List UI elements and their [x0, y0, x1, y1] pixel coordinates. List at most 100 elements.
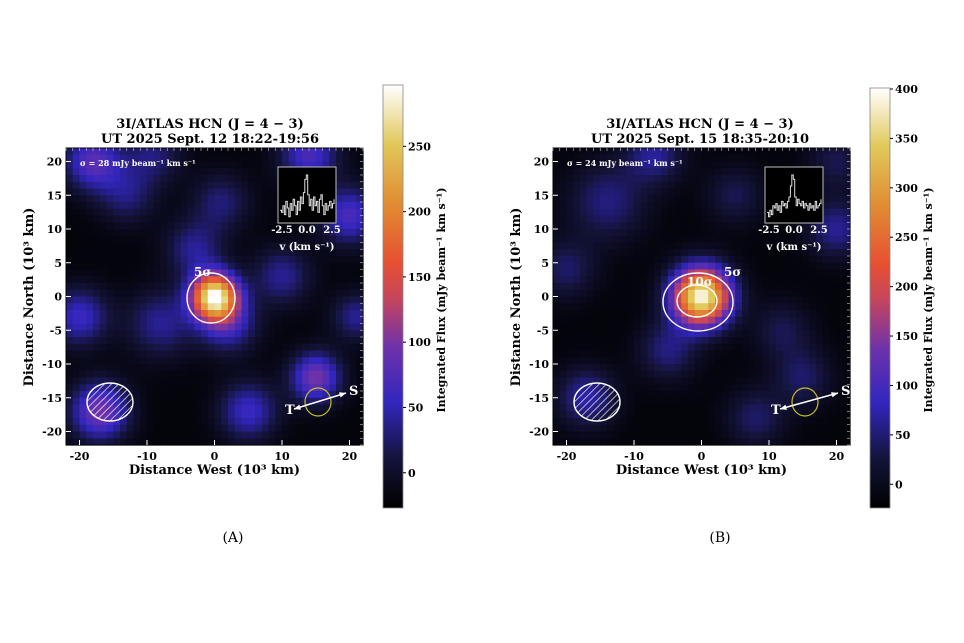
heatmap-cell [248, 411, 256, 419]
heatmap-cell [66, 418, 74, 426]
heatmap-cell [559, 202, 568, 210]
heatmap-cell [153, 391, 162, 399]
heatmap-cell [295, 161, 303, 169]
heatmap-cell [86, 337, 94, 345]
heatmap-cell [627, 316, 635, 325]
heatmap-cell [214, 202, 222, 210]
heatmap-cell [586, 303, 595, 311]
heatmap-cell [167, 296, 175, 304]
heatmap-cell [120, 283, 128, 291]
heatmap-cell [823, 303, 831, 311]
heatmap-cell [600, 229, 608, 237]
x-tick-label: -10 [137, 450, 157, 463]
heatmap-cell [647, 222, 655, 230]
heatmap-cell [613, 242, 622, 250]
heatmap-cell [755, 357, 763, 365]
heatmap-cell [735, 438, 743, 446]
heatmap-cell [715, 195, 723, 203]
heatmap-cell [207, 404, 216, 412]
heatmap-cell [160, 148, 168, 156]
contour-line [676, 284, 718, 318]
heatmap-cell [674, 337, 682, 345]
heatmap-cell [796, 289, 804, 298]
heatmap-cell [829, 316, 838, 325]
heatmap-cell [201, 148, 209, 156]
heatmap-cell [553, 364, 561, 372]
heatmap-cell [342, 242, 351, 250]
heatmap-cell [613, 364, 622, 372]
heatmap-cell [349, 154, 357, 163]
heatmap-cell [79, 330, 87, 338]
heatmap-cell [113, 256, 121, 264]
heatmap-cell [93, 303, 101, 311]
heatmap-cell [694, 181, 703, 190]
heatmap-cell [113, 175, 121, 183]
heatmap-cell [843, 411, 851, 419]
heatmap-cell [654, 431, 662, 439]
heatmap-cell [329, 357, 337, 365]
heatmap-cell [586, 310, 595, 318]
heatmap-cell [715, 262, 723, 271]
heatmap-cell [667, 235, 676, 244]
heatmap-cell [559, 276, 568, 284]
heatmap-cell [174, 350, 182, 358]
heatmap-cell [796, 154, 804, 163]
heatmap-cell [661, 235, 669, 244]
heatmap-cell [654, 222, 662, 230]
heatmap-cell [147, 350, 155, 358]
heatmap-cell [315, 310, 324, 318]
heatmap-cell [207, 323, 216, 331]
heatmap-cell [573, 316, 581, 325]
heatmap-cell [221, 323, 229, 331]
heatmap-cell [728, 235, 736, 244]
heatmap-cell [228, 289, 236, 298]
heatmap-cell [654, 330, 662, 338]
heatmap-cell [566, 397, 574, 406]
heatmap-cell [214, 154, 222, 163]
heatmap-cell [268, 269, 276, 277]
heatmap-cell [580, 168, 588, 176]
heatmap-cell [802, 310, 811, 318]
heatmap-cell [93, 249, 101, 257]
heatmap-cell [566, 168, 574, 176]
heatmap-cell [809, 418, 817, 426]
heatmap-cell [160, 424, 168, 433]
heatmap-cell [654, 397, 662, 406]
heatmap-cell [309, 269, 317, 277]
heatmap-cell [187, 330, 195, 338]
heatmap-cell [248, 330, 256, 338]
heatmap-cell [782, 377, 790, 385]
heatmap-cell [174, 181, 182, 190]
heatmap-cell [836, 235, 844, 244]
heatmap-cell [620, 337, 628, 345]
heatmap-cell [620, 249, 628, 257]
heatmap-cell [322, 229, 330, 237]
heatmap-cell [201, 438, 209, 446]
heatmap-cell [593, 310, 601, 318]
heatmap-cell [79, 316, 87, 325]
heatmap-cell [255, 235, 263, 244]
heatmap-cell [553, 229, 561, 237]
heatmap-cell [234, 195, 243, 203]
heatmap-cell [221, 316, 229, 325]
heatmap-cell [349, 202, 357, 210]
heatmap-cell [167, 431, 175, 439]
heatmap-cell [255, 229, 263, 237]
heatmap-cell [789, 384, 797, 392]
heatmap-cell [553, 431, 561, 439]
heatmap-cell [187, 296, 195, 304]
heatmap-cell [113, 148, 121, 156]
heatmap-cell [640, 148, 649, 156]
heatmap-cell [708, 384, 716, 392]
heatmap-cell [113, 161, 121, 169]
heatmap-cell [288, 256, 297, 264]
heatmap-cell [66, 316, 74, 325]
heatmap-cell [255, 148, 263, 156]
heatmap-cell [160, 384, 168, 392]
heatmap-cell [336, 168, 344, 176]
heatmap-cell [748, 296, 757, 304]
heatmap-cell [207, 188, 216, 196]
heatmap-cell [667, 161, 676, 169]
heatmap-cell [261, 208, 270, 217]
heatmap-cell [106, 154, 114, 163]
